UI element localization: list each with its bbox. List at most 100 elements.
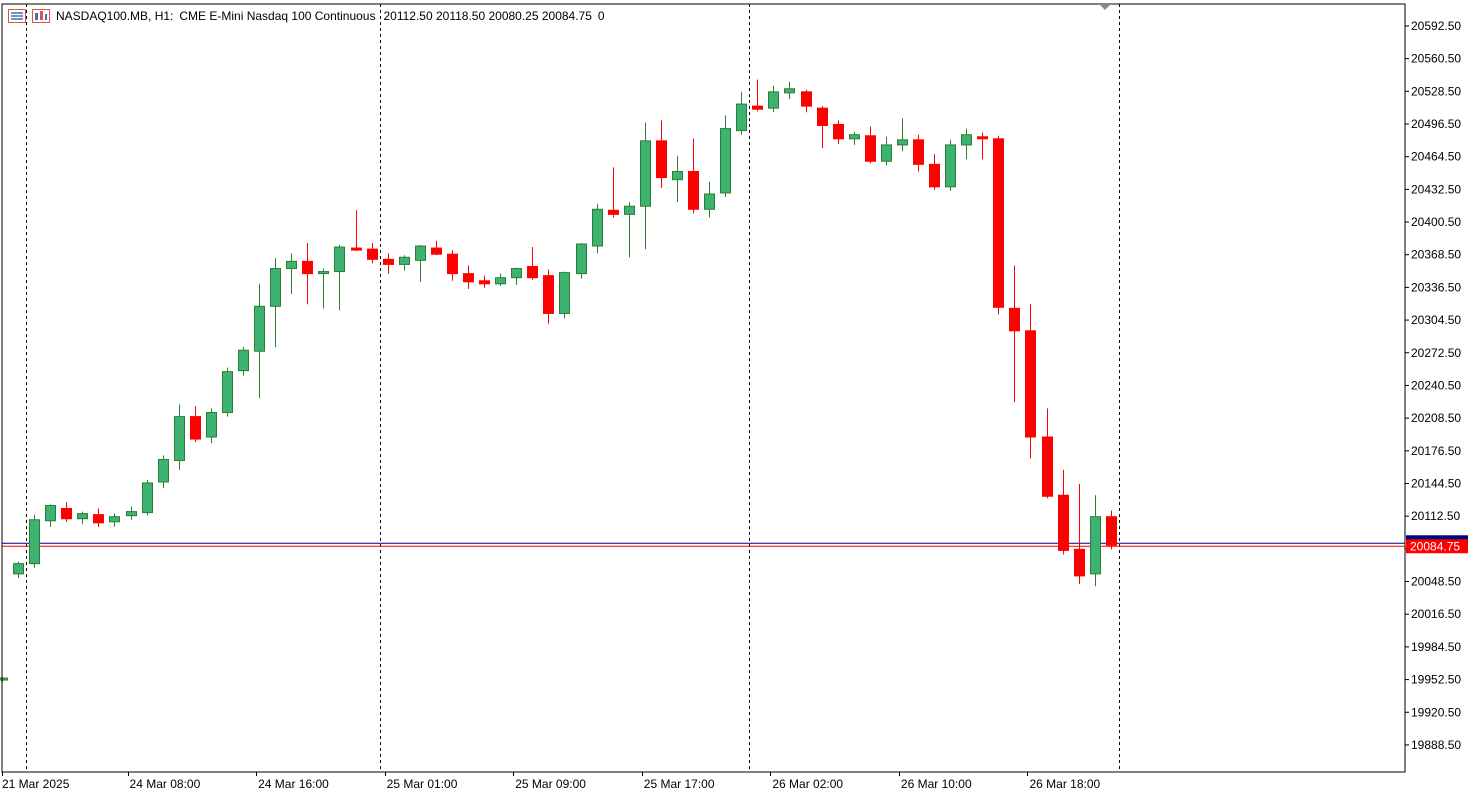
candle: [142, 479, 153, 516]
candle: [29, 514, 40, 568]
candle-body: [608, 209, 619, 215]
candle: [1042, 408, 1053, 499]
candle-body: [929, 163, 940, 188]
candle-body: [399, 256, 410, 265]
candle-body: [624, 205, 635, 215]
candle-body: [945, 144, 956, 188]
candle: [190, 406, 201, 443]
candle-body: [318, 271, 329, 275]
candle: [833, 120, 844, 144]
candle-body: [302, 260, 313, 275]
candle-body: [351, 247, 362, 251]
candle: [913, 134, 924, 172]
candle-body: [849, 134, 860, 140]
candle-body: [752, 105, 763, 110]
time-tick-label: 25 Mar 17:00: [644, 777, 715, 791]
time-tick-label: 24 Mar 16:00: [258, 777, 329, 791]
candle: [206, 408, 217, 444]
candle: [624, 202, 635, 258]
price-tick-label: 20272.50: [1411, 346, 1461, 360]
candle: [302, 242, 313, 305]
candle: [126, 506, 137, 520]
candle-body: [334, 246, 345, 273]
price-tick-label: 20464.50: [1411, 150, 1461, 164]
candle: [383, 253, 394, 274]
candle: [672, 156, 683, 203]
price-tick-label: 20592.50: [1411, 19, 1461, 33]
candle-body: [865, 135, 876, 162]
candle: [608, 167, 619, 218]
candle-body: [222, 371, 233, 414]
candle-body: [286, 260, 297, 270]
candle-body: [1042, 436, 1053, 497]
candle-body: [158, 458, 169, 483]
candle: [1058, 469, 1069, 555]
list-icon[interactable]: [8, 9, 26, 23]
candle-body: [415, 245, 426, 261]
candle: [881, 136, 892, 166]
chart-shift-marker-icon[interactable]: [1099, 4, 1111, 10]
candle: [929, 154, 940, 190]
price-tick-label: 20112.50: [1411, 509, 1460, 523]
candle: [527, 247, 538, 280]
candle: [993, 135, 1004, 315]
candle-body: [109, 516, 120, 523]
candle-body: [383, 258, 394, 265]
candle: [270, 258, 281, 348]
candle-body: [977, 136, 988, 140]
candle: [238, 347, 249, 376]
candle: [576, 242, 587, 279]
candle-body: [254, 305, 265, 352]
candle: [13, 561, 24, 578]
candle-body: [61, 508, 72, 520]
chart-window-icon[interactable]: [32, 9, 50, 23]
candle-body: [672, 170, 683, 181]
candle-body: [206, 412, 217, 438]
candle: [158, 455, 169, 489]
candle: [977, 132, 988, 160]
volume-value: 0: [597, 9, 605, 23]
price-tick-label: 20432.50: [1411, 182, 1461, 196]
candle-body: [801, 91, 812, 107]
candle: [1090, 495, 1101, 587]
candle-body: [817, 107, 828, 127]
candle-body: [656, 140, 667, 179]
candle-body: [833, 124, 844, 140]
candle: [45, 504, 56, 527]
candle-body: [77, 513, 88, 520]
time-tick-label: 24 Mar 08:00: [130, 777, 201, 791]
candle-body: [913, 139, 924, 165]
candle: [479, 275, 490, 288]
candle: [415, 245, 426, 282]
candle-body: [29, 519, 40, 565]
candle: [334, 245, 345, 311]
current-price-label: 20084.75: [1410, 539, 1460, 553]
candle: [1074, 484, 1085, 585]
time-tick-label: 26 Mar 18:00: [1029, 777, 1100, 791]
candle: [0, 677, 8, 683]
price-tick-label: 20400.50: [1411, 215, 1461, 229]
candle: [61, 502, 72, 522]
candle: [865, 126, 876, 164]
candle-body: [640, 140, 651, 207]
time-tick-label: 26 Mar 10:00: [901, 777, 972, 791]
candle: [704, 181, 715, 218]
candle: [351, 210, 362, 252]
candle-body: [126, 511, 137, 517]
price-tick-label: 19888.50: [1411, 738, 1461, 752]
candle-body: [45, 504, 56, 522]
candle: [1009, 265, 1020, 403]
price-tick-label: 19984.50: [1411, 640, 1461, 654]
candle-body: [559, 272, 570, 314]
candle: [720, 115, 731, 198]
time-tick-label: 25 Mar 09:00: [515, 777, 586, 791]
price-tick-label: 20496.50: [1411, 117, 1461, 131]
candle-body: [495, 277, 506, 285]
chart-header: NASDAQ100.MB, H1: CME E-Mini Nasdaq 100 …: [8, 6, 605, 26]
candle: [1025, 304, 1036, 459]
candle: [768, 85, 779, 113]
candle: [1106, 510, 1117, 550]
candle-body: [0, 677, 8, 681]
